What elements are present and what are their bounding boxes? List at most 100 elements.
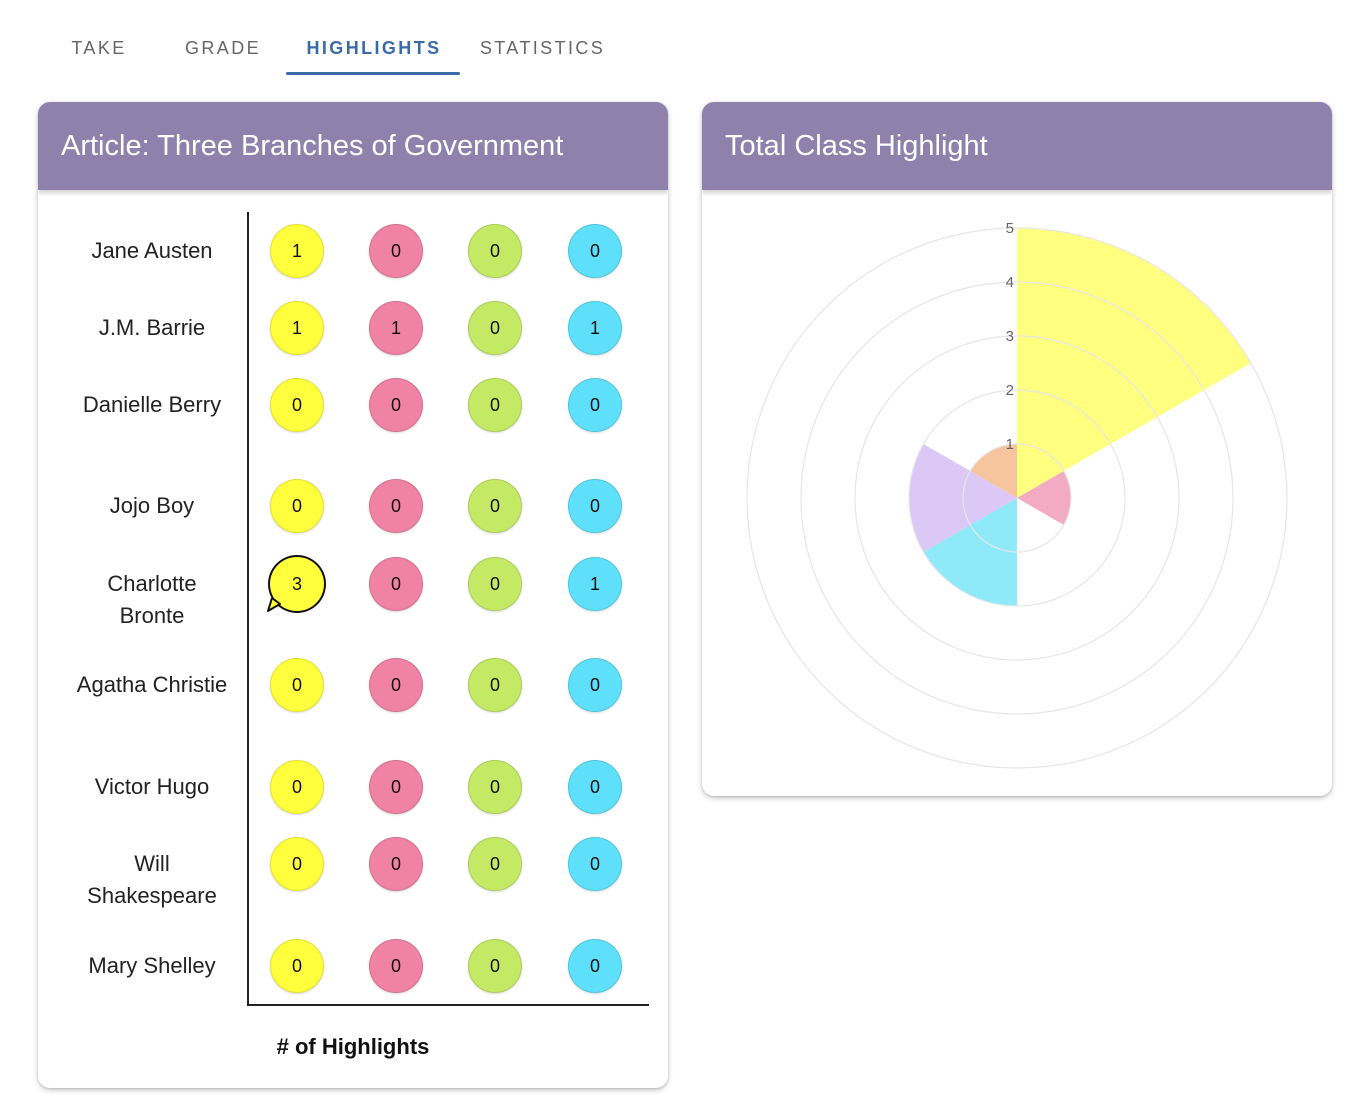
highlight-count-value: 1: [291, 240, 302, 261]
highlight-count-value: 0: [589, 674, 600, 695]
comment-bubble-icon: [267, 598, 281, 612]
green-highlight-count[interactable]: 0: [468, 557, 522, 611]
highlight-count-value: 0: [489, 394, 500, 415]
grid-ring: [962, 443, 1072, 553]
pink-highlight-count[interactable]: 0: [369, 837, 423, 891]
radial-tick-label: 4: [1006, 274, 1014, 291]
highlight-count-value: 0: [489, 495, 500, 516]
class-highlight-card: Total Class Highlight 1 2 3 4 5: [702, 102, 1332, 796]
highlight-count-value: 1: [390, 317, 401, 338]
polar-segment[interactable]: [1017, 228, 1251, 498]
grid-ring: [854, 335, 1180, 661]
blue-highlight-count[interactable]: 0: [568, 479, 622, 533]
blue-highlight-count[interactable]: 0: [568, 837, 622, 891]
polar-segment[interactable]: [923, 498, 1017, 606]
blue-highlight-count[interactable]: 0: [568, 939, 622, 993]
pink-highlight-count[interactable]: 0: [369, 760, 423, 814]
pink-highlight-count[interactable]: 0: [369, 557, 423, 611]
green-highlight-count[interactable]: 0: [468, 378, 522, 432]
highlight-count-value: 0: [390, 240, 401, 261]
highlight-count-value: 0: [489, 955, 500, 976]
grid-ring: [746, 227, 1288, 769]
student-name: Jojo Boy: [109, 493, 195, 518]
highlight-count-value: 0: [589, 853, 600, 874]
green-highlight-count[interactable]: 0: [468, 658, 522, 712]
highlight-count-value: 0: [489, 776, 500, 797]
yellow-highlight-count[interactable]: 0: [270, 378, 324, 432]
pink-highlight-count[interactable]: 0: [369, 658, 423, 712]
highlight-count-value: 0: [489, 853, 500, 874]
highlight-count-value: 0: [589, 955, 600, 976]
highlight-count-value: 0: [589, 394, 600, 415]
student-name: J.M. Barrie: [98, 315, 206, 340]
student-name: Agatha Christie: [76, 672, 228, 697]
radial-tick-label: 5: [1006, 220, 1014, 237]
highlights-card: Article: Three Branches of Government Ja…: [38, 102, 668, 1088]
highlight-count-value: 0: [390, 573, 401, 594]
green-highlight-count[interactable]: 0: [468, 939, 522, 993]
highlight-count-value: 0: [489, 674, 500, 695]
student-name: Victor Hugo: [94, 774, 210, 799]
pink-highlight-count[interactable]: 0: [369, 378, 423, 432]
highlight-count-value: 0: [390, 776, 401, 797]
pink-highlight-count[interactable]: 0: [369, 939, 423, 993]
highlight-count-value: 0: [390, 674, 401, 695]
yellow-highlight-count[interactable]: 0: [270, 479, 324, 533]
polar-segment[interactable]: [1017, 498, 1111, 606]
yellow-highlight-count[interactable]: 0: [270, 837, 324, 891]
highlights-card-title: Article: Three Branches of Government: [38, 102, 668, 190]
polar-area-chart: 1 2 3 4 5: [746, 220, 1288, 769]
yellow-highlight-count[interactable]: 1: [270, 224, 324, 278]
highlight-count-value: 0: [390, 955, 401, 976]
blue-highlight-count[interactable]: 1: [568, 557, 622, 611]
grid-ring: [908, 389, 1126, 607]
highlight-count-value: 0: [489, 573, 500, 594]
yellow-highlight-count[interactable]: 0: [270, 658, 324, 712]
x-axis-line: [247, 1004, 649, 1006]
pink-highlight-count[interactable]: 0: [369, 479, 423, 533]
radial-tick-label: 3: [1006, 328, 1014, 345]
blue-highlight-count[interactable]: 1: [568, 301, 622, 355]
active-tab-indicator: [286, 72, 460, 75]
highlight-count-value: 0: [291, 495, 302, 516]
green-highlight-count[interactable]: 0: [468, 760, 522, 814]
radial-tick-label: 2: [1006, 382, 1014, 399]
blue-highlight-count[interactable]: 0: [568, 224, 622, 278]
highlight-count-value: 0: [291, 674, 302, 695]
tab-highlights[interactable]: HIGHLIGHTS: [306, 37, 442, 58]
highlight-count-value: 0: [390, 853, 401, 874]
highlight-count-value: 1: [589, 317, 600, 338]
yellow-highlight-count[interactable]: 0: [270, 939, 324, 993]
blue-highlight-count[interactable]: 0: [568, 378, 622, 432]
student-name: Charlotte Bronte: [107, 571, 197, 628]
green-highlight-count[interactable]: 0: [468, 224, 522, 278]
chart-card-title: Total Class Highlight: [702, 102, 1332, 190]
highlight-count-value: 1: [291, 317, 302, 338]
yellow-highlight-count[interactable]: 0: [270, 760, 324, 814]
yellow-highlight-count[interactable]: 1: [270, 301, 324, 355]
green-highlight-count[interactable]: 0: [468, 479, 522, 533]
yellow-highlight-count[interactable]: 3: [267, 557, 324, 612]
y-axis-line: [247, 212, 249, 1005]
highlight-count-value: 0: [291, 776, 302, 797]
pink-highlight-count[interactable]: 1: [369, 301, 423, 355]
pink-highlight-count[interactable]: 0: [369, 224, 423, 278]
polar-segment[interactable]: [1017, 471, 1071, 525]
highlight-count-value: 0: [589, 240, 600, 261]
blue-highlight-count[interactable]: 0: [568, 658, 622, 712]
highlight-count-value: 1: [589, 573, 600, 594]
radial-tick-label: 1: [1006, 436, 1014, 453]
blue-highlight-count[interactable]: 0: [568, 760, 622, 814]
highlight-count-value: 0: [291, 955, 302, 976]
student-name: Will Shakespeare: [87, 851, 217, 908]
tab-grade[interactable]: GRADE: [184, 37, 261, 58]
tab-take[interactable]: TAKE: [71, 37, 127, 58]
green-highlight-count[interactable]: 0: [468, 837, 522, 891]
student-name: Jane Austen: [91, 238, 213, 263]
highlight-count-value: 3: [291, 573, 302, 594]
highlight-count-value: 0: [390, 495, 401, 516]
tab-statistics[interactable]: STATISTICS: [479, 37, 606, 58]
student-name: Mary Shelley: [88, 953, 216, 978]
green-highlight-count[interactable]: 0: [468, 301, 522, 355]
highlight-count-value: 0: [589, 776, 600, 797]
